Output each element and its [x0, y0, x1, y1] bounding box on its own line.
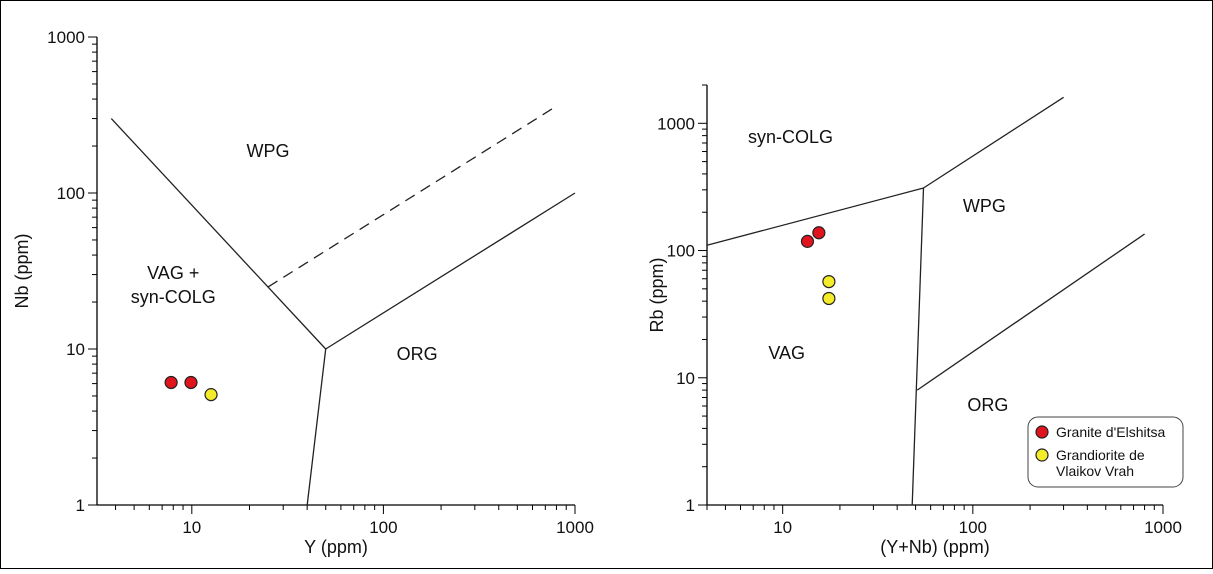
c1-field-boundary — [911, 187, 925, 506]
c0-data-point — [184, 375, 198, 390]
c0-y-tick-label: 1000 — [47, 28, 85, 47]
c0-data-point — [204, 388, 218, 402]
c1-region-label: VAG — [768, 343, 805, 363]
c1-region-label: ORG — [967, 395, 1008, 415]
c0-y-tick-label: 1 — [76, 496, 85, 515]
c1-data-point — [812, 226, 826, 240]
c0-dashed-field-boundary — [267, 105, 557, 288]
c0-y-tick-label: 10 — [66, 340, 85, 359]
c1-y-tick-label: 1000 — [657, 114, 695, 133]
c0-x-tick-label: 1000 — [556, 518, 594, 537]
c1-data-point — [800, 234, 815, 248]
c1-y-tick-label: 1 — [686, 496, 695, 515]
c1-region-label: WPG — [963, 196, 1006, 216]
c1-legend-entry-label: Grandiorite de — [1056, 447, 1145, 463]
c1-x-tick-label: 100 — [959, 518, 987, 537]
c0-region-label: WPG — [247, 141, 290, 161]
c0-y-axis-label: Nb (ppm) — [12, 233, 32, 308]
c1-field-boundary — [916, 233, 1145, 391]
c1-legend-entry-label: Vlaikov Vrah — [1056, 463, 1134, 479]
c1-legend-entry-label: Granite d'Elshitsa — [1056, 424, 1165, 440]
c1-x-tick-label: 10 — [773, 518, 792, 537]
c0-y-tick-label: 100 — [57, 184, 85, 203]
c0-data-point — [164, 375, 178, 390]
c1-y-tick-label: 100 — [667, 242, 695, 261]
c1-y-tick-label: 10 — [676, 369, 695, 388]
c0-region-label: ORG — [397, 344, 438, 364]
c1-legend-marker — [1035, 448, 1049, 462]
c1-legend-marker — [1035, 425, 1049, 439]
c1-legend: Granite d'Elshitsa Grandiorite deVlaikov … — [1027, 416, 1184, 488]
c0-x-tick-label: 10 — [182, 518, 201, 537]
c0-region-label: syn-COLG — [131, 287, 216, 307]
c1-y-axis-label: Rb (ppm) — [647, 257, 667, 332]
chart-rb-vs-ynb: 10 100 1000 1 10 100 1000 (Y+Nb) (ppm) Rb (ppm) s… — [647, 84, 1184, 557]
c1-data-point — [822, 274, 836, 289]
chart-nb-vs-y: 10 100 1000 1 10 100 1000 Y (ppm) Nb (ppm) WPG VAG… — [12, 28, 594, 557]
c1-x-axis-label: (Y+Nb) (ppm) — [880, 537, 990, 557]
c1-x-tick-label: 1000 — [1144, 518, 1182, 537]
c0-field-boundary — [325, 192, 576, 350]
c0-x-tick-label: 100 — [369, 518, 397, 537]
c0-field-boundary — [306, 348, 327, 506]
c1-region-label: syn-COLG — [748, 127, 833, 147]
c0-field-boundary — [110, 118, 327, 350]
c1-field-boundary — [923, 96, 1064, 189]
c1-field-boundary — [706, 187, 924, 246]
c1-data-point — [822, 291, 836, 306]
c0-x-axis-label: Y (ppm) — [304, 537, 368, 557]
c1-legend-box — [1027, 416, 1184, 488]
c0-region-label: VAG + — [147, 263, 199, 283]
